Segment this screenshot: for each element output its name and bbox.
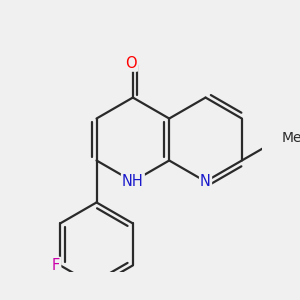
Text: O: O bbox=[125, 56, 137, 70]
Text: Me: Me bbox=[282, 131, 300, 145]
Text: F: F bbox=[52, 258, 60, 273]
Text: NH: NH bbox=[122, 174, 144, 189]
Text: N: N bbox=[200, 174, 211, 189]
